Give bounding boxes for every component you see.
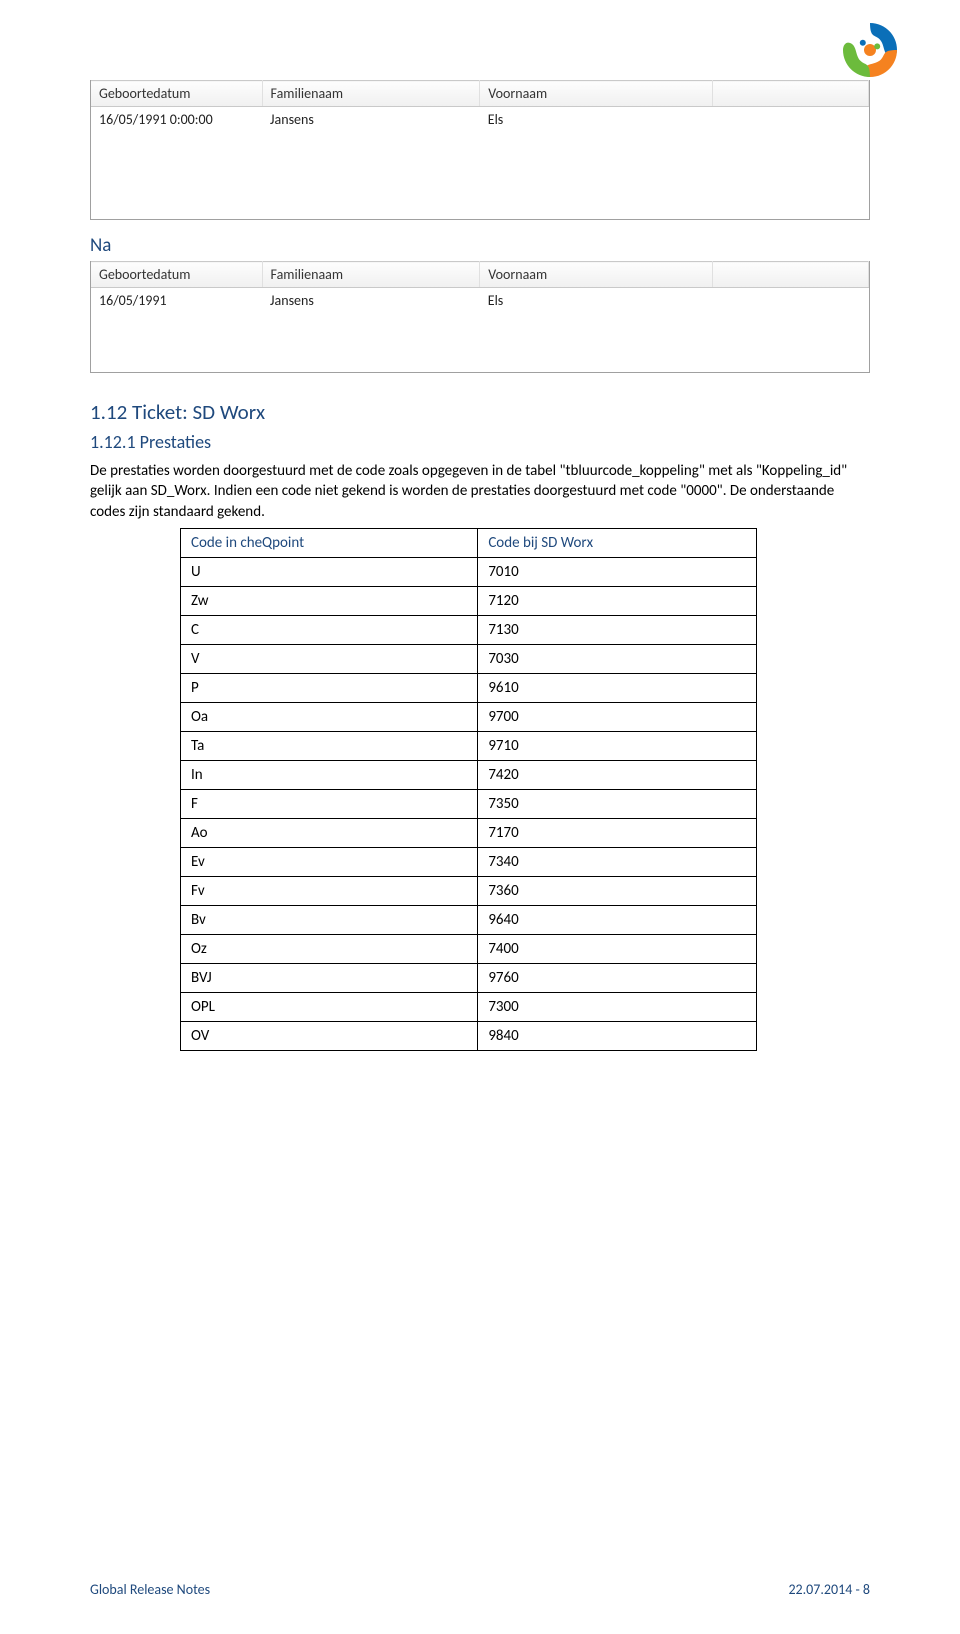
table-row: Zw7120 bbox=[181, 586, 757, 615]
section-heading-ticket: 1.12 Ticket: SD Worx bbox=[90, 399, 870, 425]
table-row: U7010 bbox=[181, 557, 757, 586]
code-sdworx: 7030 bbox=[478, 644, 757, 673]
code-cheqpoint: Oa bbox=[181, 702, 478, 731]
code-table-header-sdworx: Code bij SD Worx bbox=[478, 528, 757, 557]
code-mapping-table: Code in cheQpoint Code bij SD Worx U7010… bbox=[180, 528, 757, 1051]
code-cheqpoint: OPL bbox=[181, 992, 478, 1021]
code-sdworx: 7350 bbox=[478, 789, 757, 818]
code-cheqpoint: U bbox=[181, 557, 478, 586]
na-label: Na bbox=[90, 234, 870, 257]
code-cheqpoint: In bbox=[181, 760, 478, 789]
section-heading-prestaties: 1.12.1 Prestaties bbox=[90, 431, 870, 453]
code-cheqpoint: Ao bbox=[181, 818, 478, 847]
table-row: BVJ9760 bbox=[181, 963, 757, 992]
col-header-geboortedatum: Geboortedatum bbox=[91, 81, 262, 107]
table-row: 16/05/1991 0:00:00 Jansens Els bbox=[91, 107, 869, 133]
code-sdworx: 9640 bbox=[478, 905, 757, 934]
page-footer: Global Release Notes 22.07.2014 - 8 bbox=[90, 1581, 870, 1598]
code-cheqpoint: Ev bbox=[181, 847, 478, 876]
cell-blank bbox=[713, 288, 869, 314]
col-header-geboortedatum: Geboortedatum bbox=[91, 262, 262, 288]
table-row: Ta9710 bbox=[181, 731, 757, 760]
code-cheqpoint: P bbox=[181, 673, 478, 702]
code-sdworx: 7300 bbox=[478, 992, 757, 1021]
code-sdworx: 7010 bbox=[478, 557, 757, 586]
col-header-blank bbox=[713, 262, 869, 288]
code-cheqpoint: C bbox=[181, 615, 478, 644]
table-after: Geboortedatum Familienaam Voornaam 16/05… bbox=[91, 261, 869, 313]
table-before: Geboortedatum Familienaam Voornaam 16/05… bbox=[91, 80, 869, 132]
code-cheqpoint: Ta bbox=[181, 731, 478, 760]
cell-geboortedatum: 16/05/1991 0:00:00 bbox=[91, 107, 262, 133]
code-sdworx: 9760 bbox=[478, 963, 757, 992]
code-sdworx: 7170 bbox=[478, 818, 757, 847]
table-row: Ao7170 bbox=[181, 818, 757, 847]
table-row: Oz7400 bbox=[181, 934, 757, 963]
footer-left: Global Release Notes bbox=[90, 1581, 210, 1598]
code-cheqpoint: V bbox=[181, 644, 478, 673]
code-sdworx: 9840 bbox=[478, 1021, 757, 1050]
table-row: P9610 bbox=[181, 673, 757, 702]
code-sdworx: 7130 bbox=[478, 615, 757, 644]
footer-right: 22.07.2014 - 8 bbox=[788, 1581, 870, 1598]
data-grid-before: Geboortedatum Familienaam Voornaam 16/05… bbox=[90, 80, 870, 220]
code-cheqpoint: Fv bbox=[181, 876, 478, 905]
table-row: Oa9700 bbox=[181, 702, 757, 731]
code-sdworx: 7420 bbox=[478, 760, 757, 789]
code-cheqpoint: F bbox=[181, 789, 478, 818]
table-row: 16/05/1991 Jansens Els bbox=[91, 288, 869, 314]
table-row: Ev7340 bbox=[181, 847, 757, 876]
table-row: In7420 bbox=[181, 760, 757, 789]
section-body-text: De prestaties worden doorgestuurd met de… bbox=[90, 461, 870, 522]
cell-geboortedatum: 16/05/1991 bbox=[91, 288, 262, 314]
code-cheqpoint: Zw bbox=[181, 586, 478, 615]
cell-blank bbox=[713, 107, 869, 133]
code-sdworx: 7360 bbox=[478, 876, 757, 905]
cell-familienaam: Jansens bbox=[262, 288, 480, 314]
code-cheqpoint: BVJ bbox=[181, 963, 478, 992]
col-header-voornaam: Voornaam bbox=[480, 262, 713, 288]
table-row: OPL7300 bbox=[181, 992, 757, 1021]
col-header-voornaam: Voornaam bbox=[480, 81, 713, 107]
code-sdworx: 7340 bbox=[478, 847, 757, 876]
table-row: F7350 bbox=[181, 789, 757, 818]
cell-voornaam: Els bbox=[480, 288, 713, 314]
cell-voornaam: Els bbox=[480, 107, 713, 133]
code-table-header-cheqpoint: Code in cheQpoint bbox=[181, 528, 478, 557]
code-sdworx: 9710 bbox=[478, 731, 757, 760]
data-grid-after: Geboortedatum Familienaam Voornaam 16/05… bbox=[90, 261, 870, 373]
table-row: Bv9640 bbox=[181, 905, 757, 934]
code-sdworx: 9700 bbox=[478, 702, 757, 731]
table-row: OV9840 bbox=[181, 1021, 757, 1050]
table-row: Fv7360 bbox=[181, 876, 757, 905]
table-row: V7030 bbox=[181, 644, 757, 673]
col-header-familienaam: Familienaam bbox=[262, 262, 480, 288]
code-cheqpoint: OV bbox=[181, 1021, 478, 1050]
code-sdworx: 7120 bbox=[478, 586, 757, 615]
company-logo bbox=[840, 20, 900, 80]
code-cheqpoint: Bv bbox=[181, 905, 478, 934]
table-row: C7130 bbox=[181, 615, 757, 644]
code-sdworx: 9610 bbox=[478, 673, 757, 702]
cell-familienaam: Jansens bbox=[262, 107, 480, 133]
col-header-blank bbox=[713, 81, 869, 107]
col-header-familienaam: Familienaam bbox=[262, 81, 480, 107]
code-cheqpoint: Oz bbox=[181, 934, 478, 963]
code-sdworx: 7400 bbox=[478, 934, 757, 963]
